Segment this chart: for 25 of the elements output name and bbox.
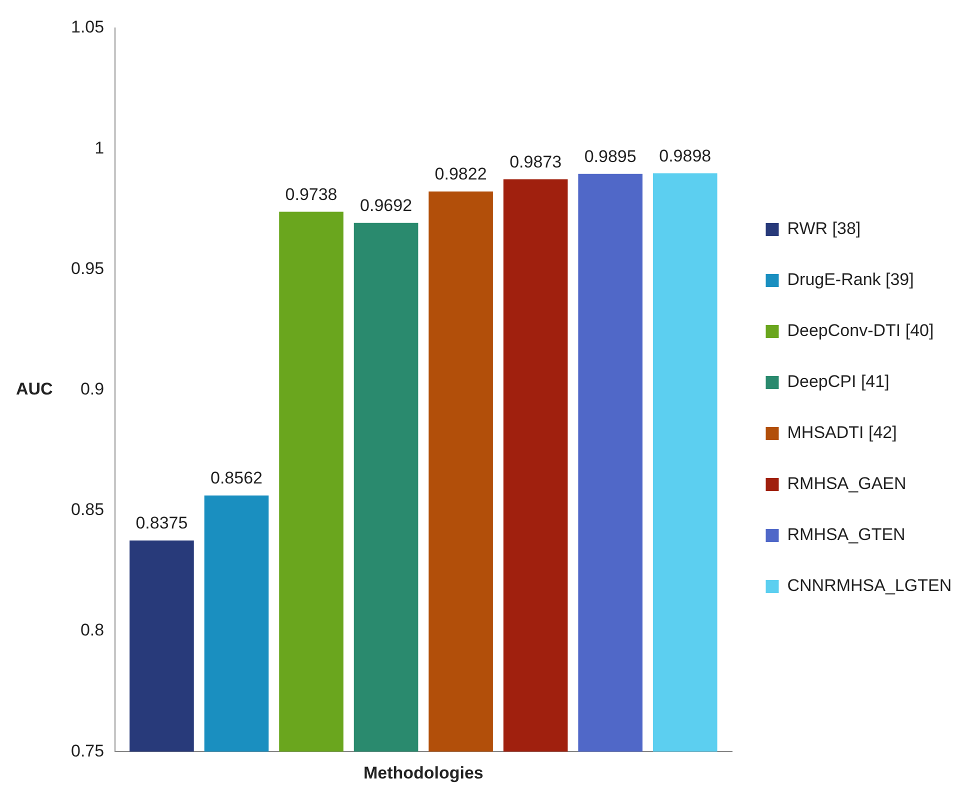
legend-label: DeepCPI [41] — [787, 372, 890, 392]
data-label: 0.9898 — [659, 146, 712, 166]
data-label: 0.9895 — [584, 147, 636, 166]
y-tick-label: 0.95 — [70, 258, 104, 278]
y-tick-label: 1.05 — [70, 18, 104, 37]
data-label: 0.8562 — [210, 468, 262, 488]
data-label: 0.9873 — [510, 152, 562, 172]
y-tick-label: 1 — [94, 138, 104, 158]
data-label: 0.9692 — [360, 196, 412, 216]
legend-label: RMHSA_GTEN — [787, 525, 906, 544]
y-tick-label: 0.8 — [80, 620, 104, 640]
legend-label: CNNRMHSA_LGTEN — [787, 576, 952, 596]
data-label: 0.9822 — [434, 164, 487, 184]
legend-label: RWR [38] — [787, 219, 861, 238]
legend-label: RMHSA_GAEN — [787, 474, 906, 494]
y-tick-label: 0.75 — [70, 741, 104, 760]
legend-label: DeepConv-DTI [40] — [787, 321, 934, 340]
legend-label: MHSADTI [42] — [787, 423, 897, 442]
x-axis-title: Methodologies — [363, 763, 484, 782]
data-label: 0.9738 — [285, 184, 338, 204]
legend-label: DrugE-Rank [39] — [787, 270, 914, 290]
y-tick-label: 0.85 — [70, 500, 104, 520]
y-tick-label: 0.9 — [80, 379, 104, 398]
y-axis-title: AUC — [16, 379, 53, 398]
data-label: 0.8375 — [136, 514, 188, 533]
